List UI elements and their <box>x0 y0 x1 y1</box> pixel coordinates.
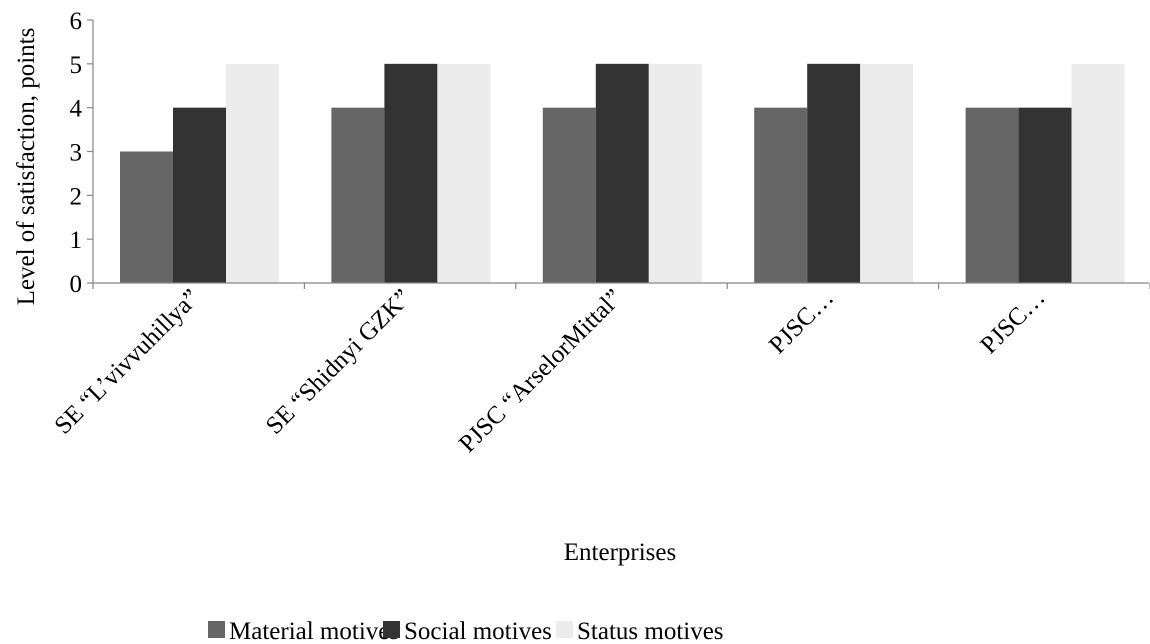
legend-swatch <box>556 621 573 638</box>
x-tick-label: PJSC… <box>764 284 839 359</box>
y-tick-label: 3 <box>70 140 83 167</box>
bar-status-motives-1 <box>437 63 491 284</box>
bar-material-motives-2 <box>542 107 596 284</box>
y-axis-ticks: 0 1 2 3 4 5 6 <box>70 8 93 298</box>
bar-social-motives-2 <box>595 63 649 284</box>
x-tick-label: SE “Shidnyi GZK” <box>261 284 417 440</box>
bar-social-motives-4 <box>1018 107 1072 284</box>
bar-material-motives-4 <box>965 107 1019 284</box>
legend-label: Social motives <box>404 618 552 644</box>
y-tick-label: 2 <box>70 183 83 210</box>
y-axis-title: Level of satisfaction, points <box>13 28 40 306</box>
legend-label: Material motives <box>229 618 399 644</box>
y-tick-label: 0 <box>70 271 83 298</box>
legend-swatch <box>208 621 225 638</box>
bar-status-motives-4 <box>1071 63 1125 284</box>
bar-social-motives-1 <box>384 63 438 284</box>
legend-label: Status motives <box>577 618 724 644</box>
x-tick-label: SE “L’vivvuhillya” <box>50 284 205 439</box>
x-axis-ticks: SE “L’vivvuhillya” SE “Shidnyi GZK” PJSC “… <box>50 283 1150 458</box>
bar-status-motives-2 <box>648 63 702 284</box>
bar-status-motives-0 <box>226 63 279 284</box>
bar-status-motives-3 <box>860 63 914 284</box>
bar-social-motives-0 <box>173 107 226 284</box>
y-tick-label: 1 <box>70 227 83 254</box>
y-tick-label: 5 <box>70 52 83 79</box>
bar-material-motives-3 <box>754 107 808 284</box>
x-tick-label: PJSC “ArselorMittal” <box>454 284 628 458</box>
x-tick-label: PJSC… <box>975 284 1050 359</box>
bar-group <box>120 63 1125 284</box>
bar-material-motives-1 <box>331 107 385 284</box>
x-axis-title: Enterprises <box>564 539 676 566</box>
y-tick-label: 4 <box>70 96 83 123</box>
bar-material-motives-0 <box>120 151 173 283</box>
legend: Material motives Social motives Status mot… <box>208 618 724 644</box>
legend-swatch <box>383 621 400 638</box>
bar-social-motives-3 <box>807 63 861 284</box>
y-tick-label: 6 <box>70 8 83 35</box>
